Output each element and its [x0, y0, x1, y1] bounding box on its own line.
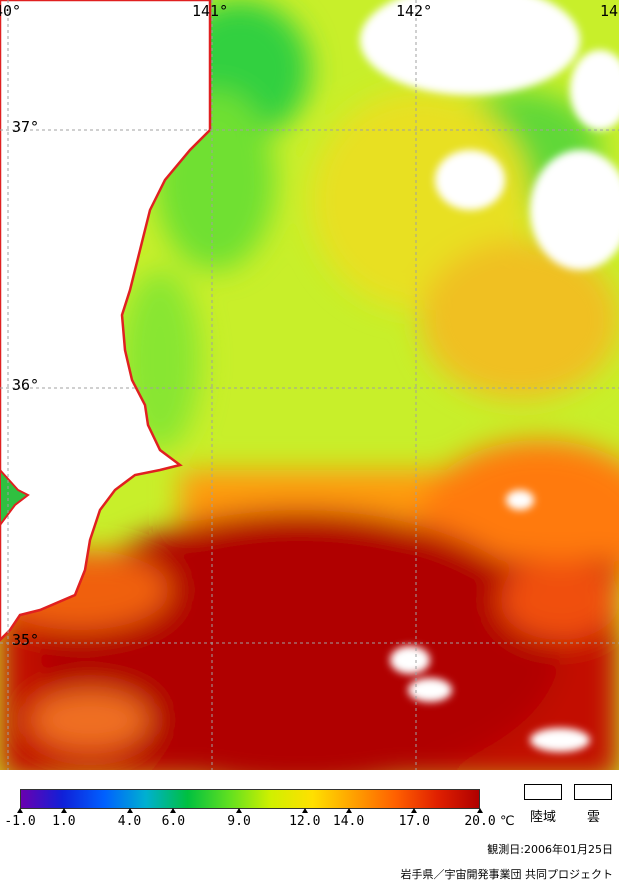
tick-label: 6.0: [161, 814, 186, 829]
cloud-legend-swatch: [574, 784, 612, 800]
land-honshu: [0, 0, 212, 642]
tick-label: 12.0: [289, 814, 321, 829]
land-legend-swatch: [524, 784, 562, 800]
lon-label-142: 142°: [396, 2, 433, 20]
tick-mark: [60, 808, 67, 813]
tick-mark: [345, 808, 352, 813]
tick-mark: [301, 808, 308, 813]
tick-mark: [126, 808, 133, 813]
lat-label-35: 35°: [12, 631, 40, 649]
tick-label: -1.0: [4, 814, 36, 829]
lon-label-140: 40°: [0, 2, 22, 20]
lon-label-143: 14: [600, 2, 619, 20]
tick-mark: [17, 808, 23, 813]
tick-label: 20.0: [464, 814, 496, 829]
tick-label: 9.0: [227, 814, 251, 829]
tick-label: 4.0: [117, 814, 142, 829]
tick-label: 17.0: [398, 814, 430, 829]
temperature-unit: ℃: [500, 814, 515, 829]
tick-mark: [477, 808, 483, 813]
land-boso: [0, 468, 30, 527]
land-legend-label: 陸域: [530, 810, 557, 825]
legend: -1.0 1.0 4.0 6.0 9.0 12.0 14.0 17.0 20.0 ℃ 陸域 雲 …: [0, 770, 619, 881]
observation-date: 観測日:2006年01月25日: [487, 843, 613, 856]
lon-label-141: 141°: [192, 2, 229, 20]
cloud-legend-label: 雲: [587, 810, 601, 825]
tick-mark: [411, 808, 418, 813]
tick-label: 14.0: [332, 814, 365, 829]
lat-label-36: 36°: [12, 376, 40, 394]
credit-text: 岩手県／宇宙開発事業団 共同プロジェクト: [400, 868, 614, 881]
tick-label: 1.0: [52, 814, 76, 829]
color-scale-bar: [20, 789, 480, 809]
tick-mark: [236, 808, 243, 813]
sst-map: [0, 0, 619, 770]
lat-label-37: 37°: [12, 118, 40, 136]
tick-mark: [170, 808, 177, 813]
